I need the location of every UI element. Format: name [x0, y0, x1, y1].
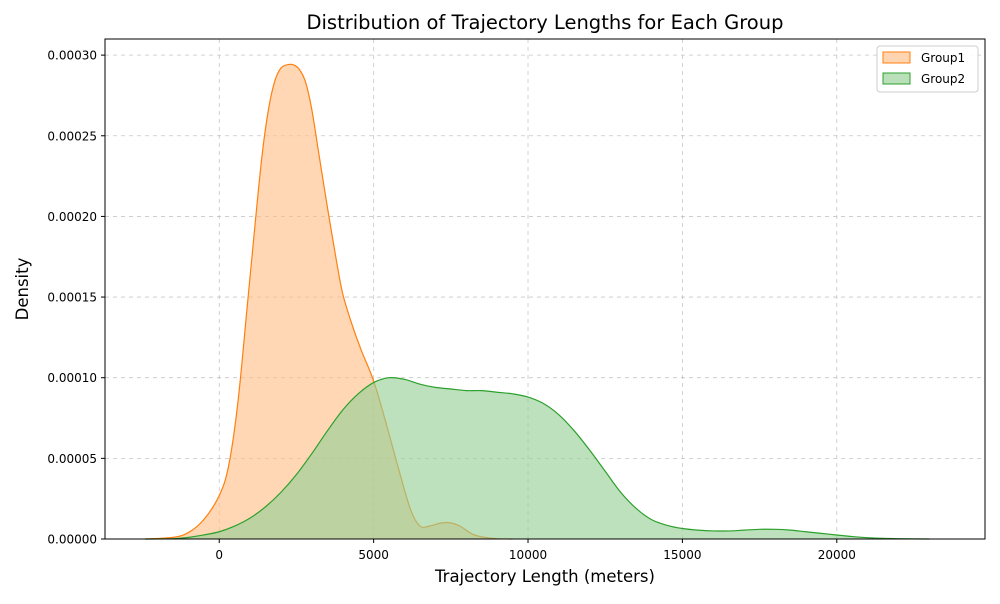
legend-swatch-group2: [882, 72, 911, 85]
legend-label-group2: Group2: [921, 72, 965, 86]
chart-title: Distribution of Trajectory Lengths for E…: [307, 11, 784, 34]
x-tick-label: 15000: [663, 548, 701, 562]
y-tick-label: 0.00010: [47, 371, 97, 385]
y-tick-label: 0.00025: [47, 129, 97, 143]
legend-label-group1: Group1: [921, 51, 965, 65]
x-axis-label: Trajectory Length (meters): [434, 567, 655, 586]
y-tick-label: 0.00000: [47, 533, 97, 547]
x-tick-label: 10000: [509, 548, 547, 562]
y-axis: 0.00000 0.00005 0.00010 0.00015 0.00020 0.000…: [47, 49, 105, 547]
density-area-group2: [145, 377, 930, 539]
series-layer: [145, 63, 930, 540]
y-tick-label: 0.00015: [47, 291, 97, 305]
y-tick-label: 0.00030: [47, 49, 97, 63]
density-line-group2: [145, 376, 930, 540]
density-area-group1: [145, 64, 513, 540]
x-tick-label: 5000: [358, 548, 389, 562]
x-tick-label: 0: [215, 548, 223, 562]
plot-frame: [104, 38, 986, 540]
x-axis: 0 5000 10000 15000 20000: [215, 539, 856, 562]
y-tick-label: 0.00005: [47, 452, 97, 466]
legend-swatch-group1: [882, 51, 911, 64]
y-tick-label: 0.00020: [47, 210, 97, 224]
x-tick-label: 20000: [818, 548, 856, 562]
legend: Group1 Group2: [876, 45, 979, 93]
y-axis-label: Density: [13, 257, 32, 320]
